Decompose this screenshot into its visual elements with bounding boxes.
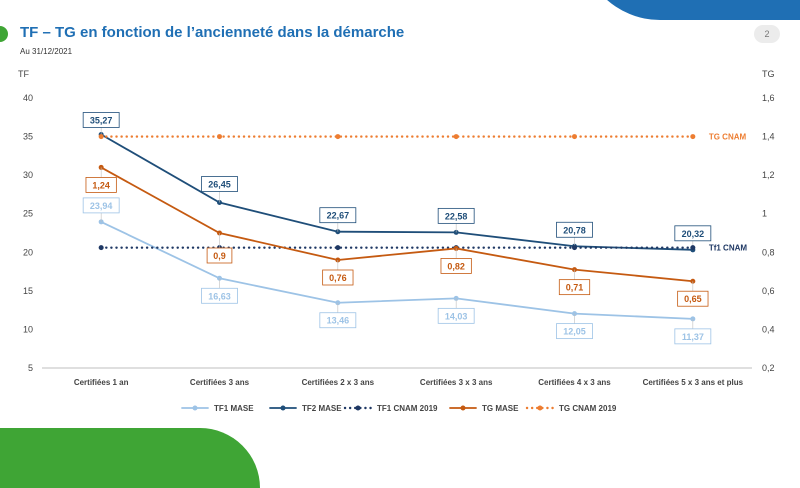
data-point xyxy=(572,245,577,251)
y-tick-label: 20 xyxy=(23,247,33,257)
data-label-box xyxy=(674,225,712,242)
data-label-box xyxy=(556,221,593,238)
data-label: 22,67 xyxy=(327,211,350,221)
x-tick-label: Certifiées 4 x 3 ans xyxy=(538,378,611,387)
data-label: 20,78 xyxy=(563,225,586,235)
data-label-box xyxy=(85,177,117,193)
page-title: TF – TG en fonction de l’ancienneté dans… xyxy=(20,24,405,41)
data-label-box xyxy=(201,287,238,304)
data-label-box xyxy=(437,307,475,324)
y-tick-label: 15 xyxy=(23,286,33,296)
y2-tick-label: 0,4 xyxy=(762,324,775,334)
y-tick-label: 40 xyxy=(23,93,33,103)
data-point xyxy=(690,134,696,140)
data-label-box xyxy=(440,258,472,274)
data-label: 20,32 xyxy=(682,229,705,239)
y2-tick-label: 0,2 xyxy=(762,363,775,373)
y2-tick-label: 0,6 xyxy=(762,286,775,296)
data-label: 35,27 xyxy=(90,115,113,125)
legend-marker xyxy=(355,405,361,411)
data-label: 0,76 xyxy=(329,273,347,283)
data-label: 0,71 xyxy=(566,283,584,293)
legend-label: TG CNAM 2019 xyxy=(559,404,617,413)
y-axis-label: TF xyxy=(18,69,29,79)
series-line-tf2-mase xyxy=(100,133,694,251)
y-tick-label: 10 xyxy=(23,324,33,334)
y-tick-label: 35 xyxy=(23,132,33,142)
legend-marker xyxy=(192,405,198,411)
data-label-box xyxy=(556,323,593,340)
data-label-box xyxy=(82,197,120,214)
x-tick-label: Certifiées 1 an xyxy=(74,378,129,387)
data-label: 26,45 xyxy=(208,180,231,190)
data-label-box xyxy=(82,112,120,128)
data-label: 0,82 xyxy=(447,261,465,271)
x-tick-label: Certifiées 2 x 3 ans xyxy=(302,378,375,387)
data-point xyxy=(98,134,104,140)
legend-label: TF1 CNAM 2019 xyxy=(377,404,438,413)
y2-axis-label: TG xyxy=(762,69,775,79)
series-end-label: TG CNAM xyxy=(709,133,747,142)
data-point xyxy=(98,245,104,251)
data-label: 23,94 xyxy=(90,201,113,211)
data-point xyxy=(217,134,222,140)
series-line-tg-mase xyxy=(100,166,694,283)
title-bullet xyxy=(0,26,8,42)
data-label-box xyxy=(558,279,591,296)
data-label: 16,63 xyxy=(208,291,231,301)
data-label-box xyxy=(206,247,233,264)
y-tick-label: 5 xyxy=(28,363,33,373)
data-point xyxy=(572,134,577,140)
y2-tick-label: 1 xyxy=(762,209,767,219)
data-label-box xyxy=(674,328,712,345)
data-label: 12,05 xyxy=(563,327,586,337)
data-label: 1,24 xyxy=(92,180,110,190)
y2-tick-label: 0,8 xyxy=(762,247,775,257)
data-label: 0,65 xyxy=(684,294,702,304)
y-tick-label: 25 xyxy=(23,209,33,219)
data-point xyxy=(335,245,341,251)
data-label-box xyxy=(677,290,709,307)
legend-label: TF1 MASE xyxy=(214,404,254,413)
data-label: 0,9 xyxy=(213,251,226,261)
data-point xyxy=(453,134,459,140)
data-label: 11,37 xyxy=(682,332,704,342)
data-label-box xyxy=(319,207,357,224)
data-label: 13,46 xyxy=(327,316,350,326)
series-end-label: Tf1 CNAM xyxy=(709,244,748,253)
data-point xyxy=(335,134,341,140)
x-tick-label: Certifiées 5 x 3 ans et plus xyxy=(643,378,744,387)
legend-marker xyxy=(537,405,543,411)
line-chart: 5 10 15 20 25 30 35 40 0,2 0,4 0,6 0,8 1 1,2 1,4 1,6 TF T… xyxy=(18,69,775,413)
data-label-box xyxy=(322,269,354,286)
data-point xyxy=(690,245,696,251)
y2-tick-label: 1,4 xyxy=(762,132,775,142)
x-tick-label: Certifiées 3 x 3 ans xyxy=(420,378,493,387)
legend-marker xyxy=(280,405,286,411)
data-label-box xyxy=(437,207,475,224)
data-label-box xyxy=(201,176,238,192)
series-line-tf1-mase xyxy=(100,220,694,320)
data-label: 22,58 xyxy=(445,211,468,221)
header-accent-shape xyxy=(580,0,800,20)
y2-tick-label: 1,2 xyxy=(762,170,775,180)
y-tick-label: 30 xyxy=(23,170,33,180)
legend-marker xyxy=(460,405,466,411)
data-label: 14,03 xyxy=(445,311,468,321)
legend-label: TG MASE xyxy=(482,404,519,413)
x-tick-label: Certifiées 3 ans xyxy=(190,378,250,387)
page-number-badge: 2 xyxy=(754,25,780,43)
legend-label: TF2 MASE xyxy=(302,404,342,413)
page-subtitle: Au 31/12/2021 xyxy=(20,47,73,56)
y2-tick-label: 1,6 xyxy=(762,93,775,103)
data-label-box xyxy=(319,312,357,329)
